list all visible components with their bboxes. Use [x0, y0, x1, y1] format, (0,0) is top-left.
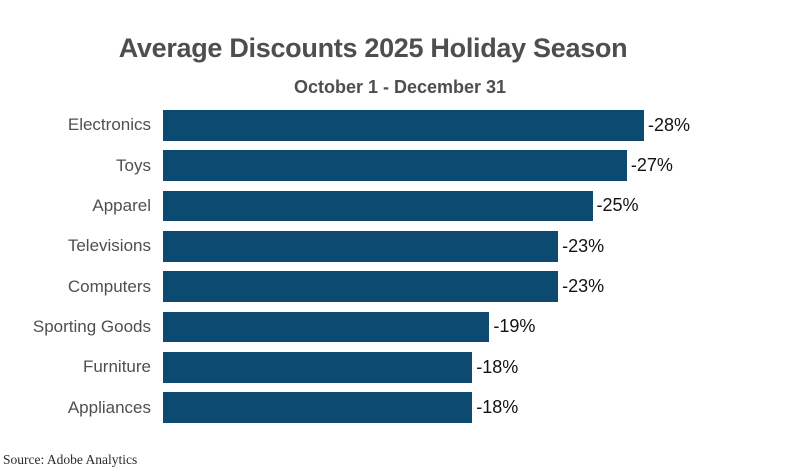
value-label: -18%	[476, 397, 519, 418]
bar	[163, 311, 490, 343]
bar	[163, 150, 627, 181]
bar	[163, 190, 593, 222]
value-label: -23%	[562, 276, 605, 297]
value-label: -27%	[630, 155, 673, 176]
bar-row: Electronics -28%	[0, 110, 800, 141]
source-note: Source: Adobe Analytics	[3, 452, 138, 467]
chart-subtitle: October 1 - December 31	[293, 77, 507, 97]
value-label: -28%	[648, 114, 691, 135]
chart-title: Average Discounts 2025 Holiday Season	[118, 33, 628, 63]
category-label: Appliances	[67, 397, 151, 417]
value-label: -23%	[562, 235, 605, 256]
bar	[163, 392, 473, 423]
value-label: -25%	[596, 195, 639, 216]
bar	[163, 271, 559, 302]
value-label: -18%	[476, 356, 519, 377]
value-label: -19%	[493, 316, 536, 337]
bar-row: Appliances -18%	[0, 392, 800, 423]
category-label: Toys	[116, 155, 151, 175]
category-label: Apparel	[92, 195, 151, 215]
bar-row: Apparel -25%	[0, 190, 800, 222]
bar-row: Computers -23%	[0, 271, 800, 302]
bar-row: Furniture -18%	[0, 352, 800, 383]
bar	[163, 110, 645, 141]
category-label: Televisions	[67, 236, 151, 256]
bar-row: Televisions -23%	[0, 231, 800, 262]
bar	[163, 231, 559, 262]
bar	[163, 352, 473, 383]
category-label: Computers	[67, 276, 151, 296]
bar-row: Toys -27%	[0, 150, 800, 181]
bars-area: Electronics -28% Toys -27% Apparel -25% …	[0, 110, 800, 423]
category-label: Sporting Goods	[32, 316, 151, 336]
category-label: Electronics	[67, 115, 151, 135]
category-label: Furniture	[82, 357, 151, 377]
bar-row: Sporting Goods -19%	[0, 311, 800, 343]
